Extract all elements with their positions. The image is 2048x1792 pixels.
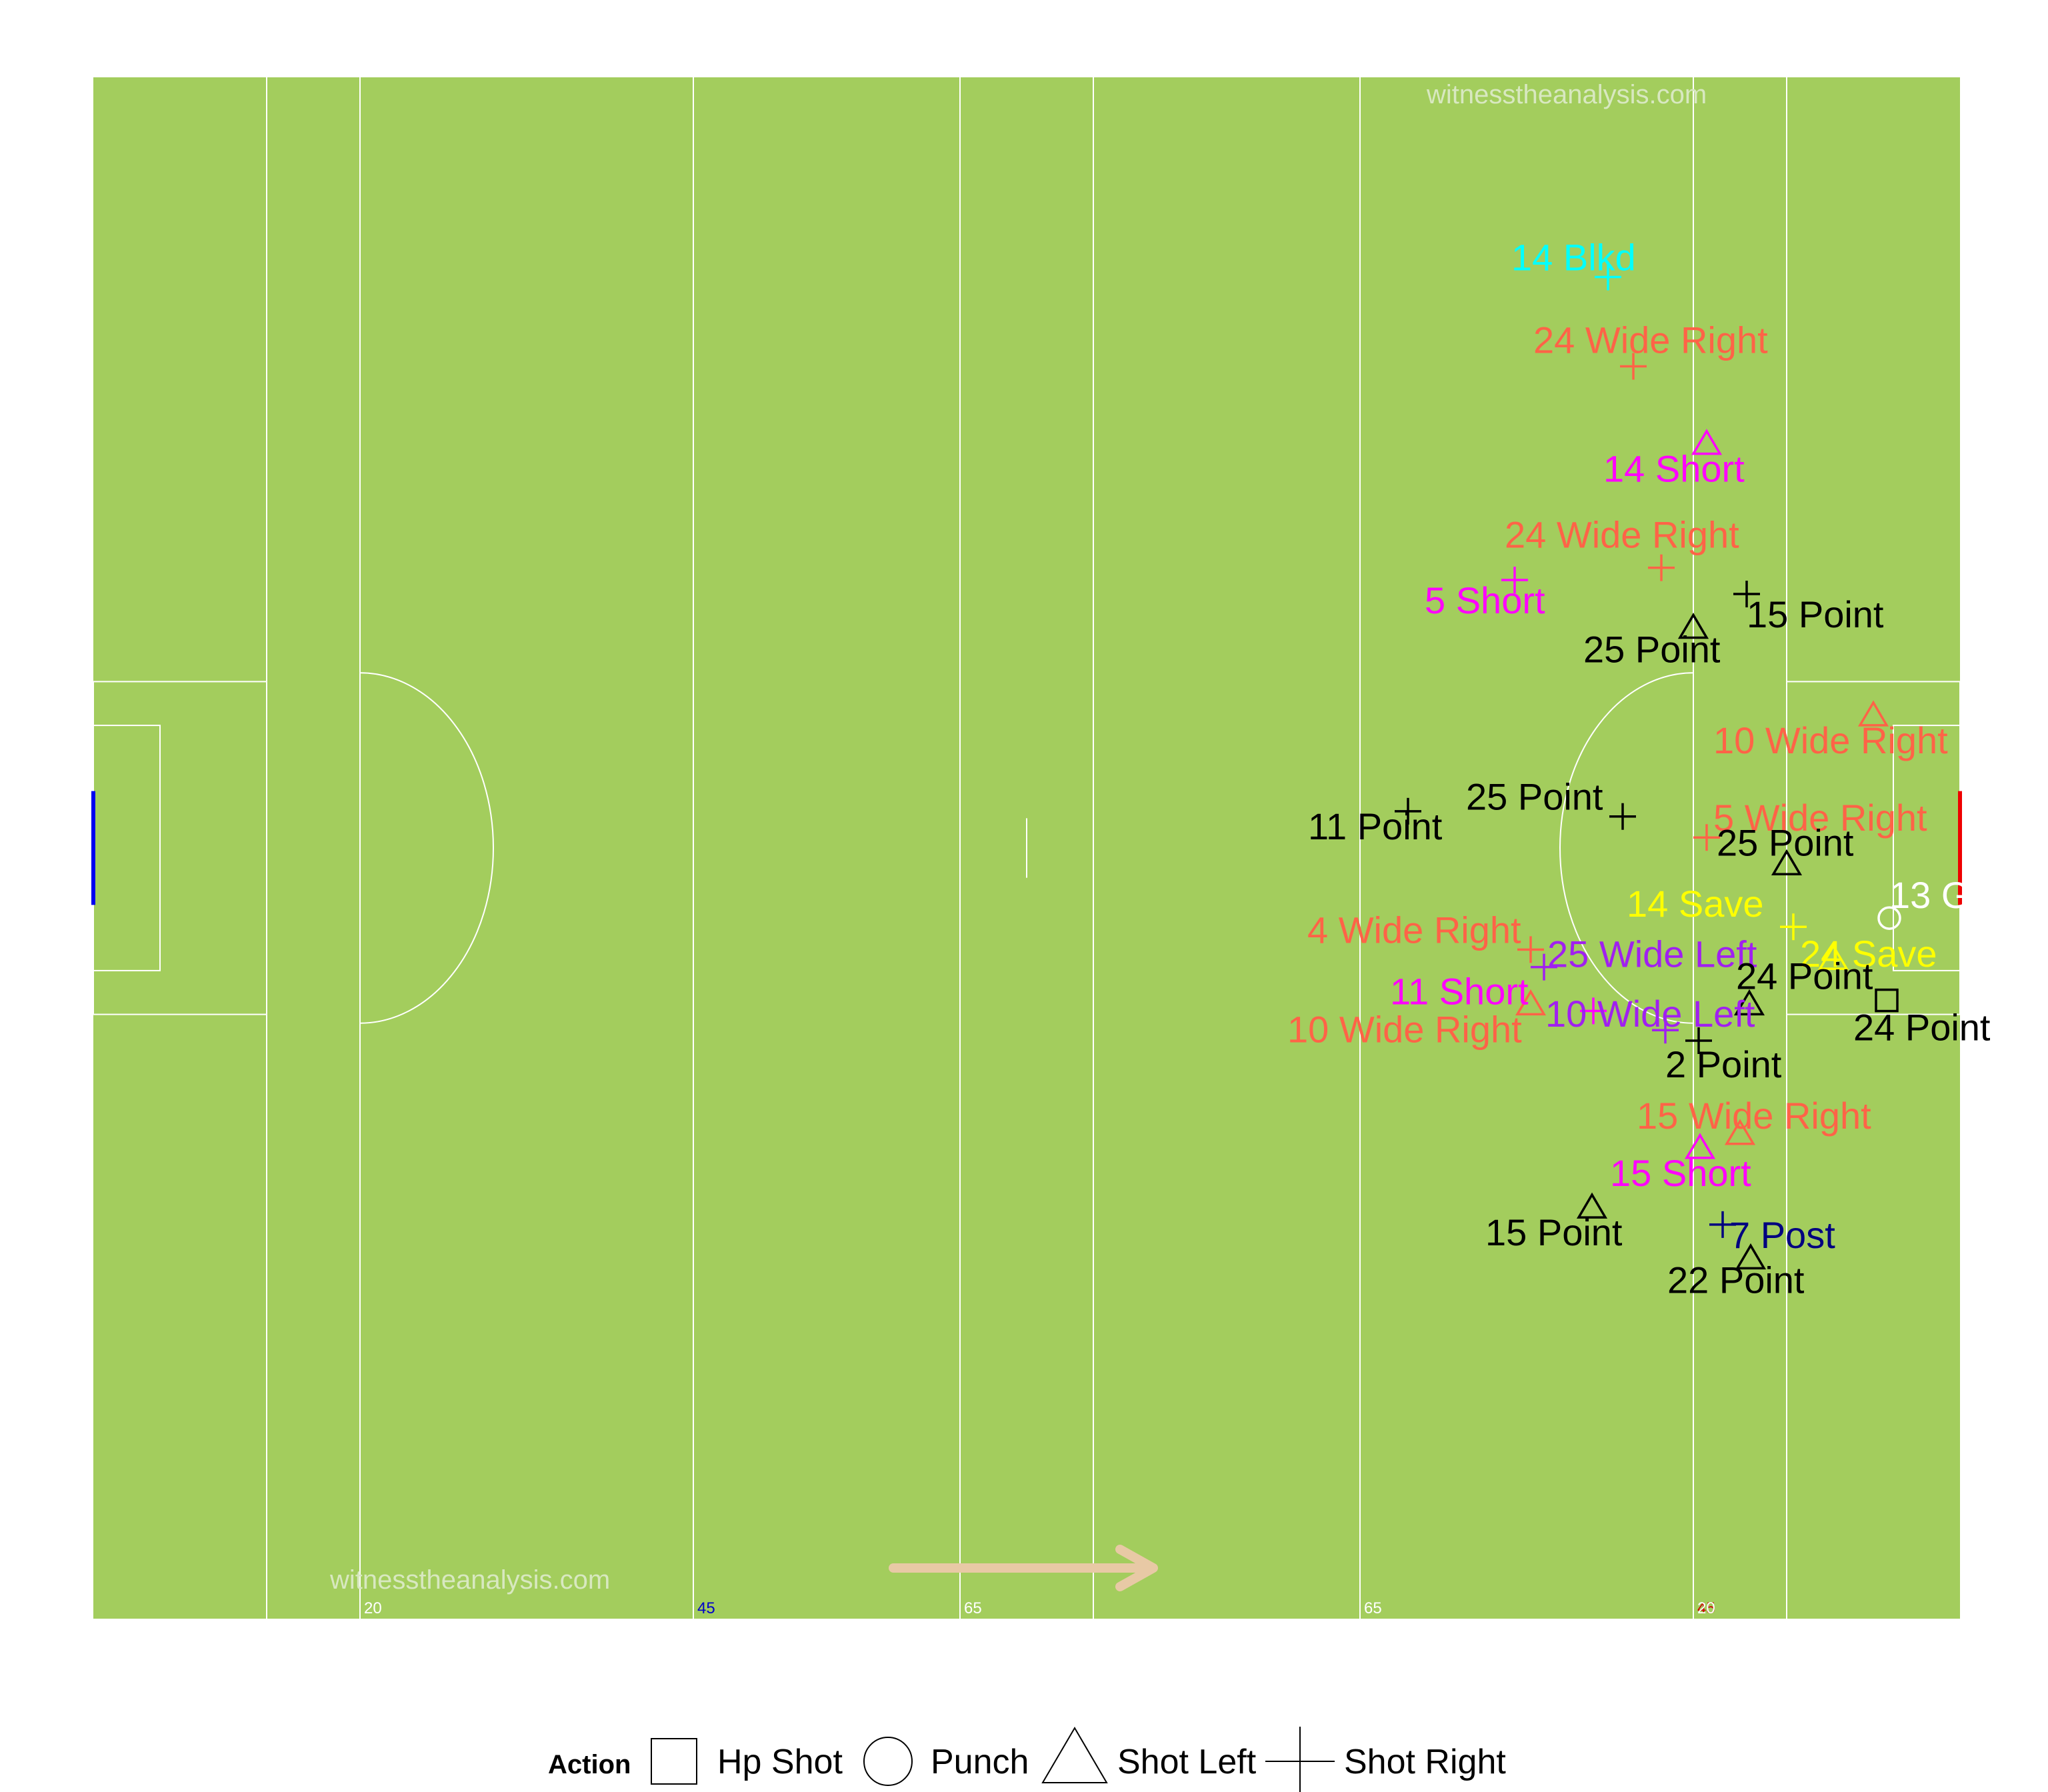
shot-label: 5 Wide Right: [1713, 797, 1927, 839]
shot-label: 5 Short: [1425, 579, 1545, 621]
legend-title: Action: [548, 1750, 631, 1779]
shot-label: 10 Wide Left: [1545, 993, 1755, 1035]
shot-marker-plus: [1531, 953, 1557, 981]
shot-label: 11 Short: [1390, 970, 1529, 1012]
shot-marker-triangle: [1515, 989, 1547, 1016]
shot-label: 4 Wide Right: [1307, 909, 1521, 951]
shot-label: 2 Point: [1665, 1043, 1782, 1085]
line-distance-label: 65: [1364, 1599, 1382, 1617]
shot-label: 25 Wide Left: [1547, 933, 1757, 975]
shot-label: 14 Short: [1603, 448, 1745, 490]
shot-label: 15 Point: [1485, 1211, 1623, 1253]
legend-key-triangle: [1041, 1727, 1108, 1783]
legend-key-plus: [1265, 1727, 1335, 1792]
shot-label: 10 Wide Right: [1713, 719, 1948, 761]
shot-marker-triangle: [1677, 613, 1709, 639]
shot-marker-plus: [1693, 824, 1720, 851]
line-distance-label: 45: [1697, 1599, 1715, 1617]
legend-key-square: [651, 1738, 697, 1785]
left-d-arc: [359, 672, 495, 1024]
shot-labels: 14 Blkd 24 Wide Right 14 Short 24 Wide Righ…: [1287, 237, 1991, 1301]
shot-marker-plus: [1648, 554, 1675, 581]
shot-marker-triangle: [1724, 1119, 1756, 1145]
shot-label: 13 G: [1889, 874, 1970, 916]
shot-label: 22 Point: [1667, 1259, 1805, 1301]
shot-marker-plus: [1709, 1211, 1736, 1238]
shot-label: 10 Wide Right: [1287, 1008, 1522, 1050]
shot-label: 11 Point: [1308, 805, 1443, 847]
line-distance-label: 20: [1697, 1599, 1715, 1617]
shot-marker-triangle: [1771, 849, 1803, 875]
shot-marker-triangle: [1735, 1243, 1767, 1270]
shot-label: 15 Point: [1747, 593, 1884, 635]
shot-marker-triangle: [1684, 1133, 1716, 1159]
direction-arrow-head: [1115, 1545, 1158, 1591]
line-distance-label: 65: [964, 1599, 982, 1617]
shot-marker-plus: [1395, 797, 1421, 825]
shot-marker-plus: [1580, 997, 1607, 1025]
shot-label: 14 Blkd: [1511, 237, 1636, 279]
legend: Action Hp Shot Punch Shot Left Shot Right: [548, 1727, 1506, 1792]
shot-label: 24 Wide Right: [1533, 319, 1768, 361]
shot-marker-triangle: [1857, 700, 1889, 727]
shot-label: 25 Point: [1583, 629, 1721, 671]
shot-marker-plus: [1517, 936, 1544, 963]
shot-marker-plus: [1652, 1017, 1679, 1044]
shot-marker-plus: [1780, 913, 1807, 941]
shot-label: 25 Point: [1717, 821, 1854, 863]
shot-label: 15 Wide Right: [1637, 1095, 1871, 1137]
line-distance-label: 45: [697, 1599, 715, 1617]
legend-label: Shot Right: [1344, 1743, 1506, 1781]
shot-label: 24 Wide Right: [1505, 514, 1739, 556]
legend-label: Punch: [931, 1743, 1029, 1781]
legend-key-circle: [863, 1737, 913, 1786]
shot-label: 24 Save: [1800, 933, 1937, 975]
shot-marker-square: [1875, 988, 1899, 1013]
shot-markers: [1395, 263, 1901, 1270]
shot-marker-triangle: [1733, 989, 1765, 1016]
shot-label: 7 Post: [1729, 1214, 1835, 1256]
watermark-top: witnesstheanalysis.com: [1426, 80, 1707, 109]
shot-marker-triangle: [1576, 1192, 1608, 1219]
shot-marker-plus: [1620, 353, 1647, 380]
shot-label: 25 Point: [1466, 776, 1603, 818]
shot-label: 15 Short: [1610, 1152, 1751, 1194]
shot-marker-plus: [1501, 567, 1528, 594]
shot-marker-plus: [1733, 581, 1760, 608]
shot-label: 24 Point: [1853, 1007, 1991, 1049]
shot-label: 24 Point: [1736, 955, 1873, 997]
shot-marker-plus: [1609, 803, 1636, 830]
shot-marker-plus: [1595, 263, 1621, 291]
watermark-bottom: witnesstheanalysis.com: [329, 1565, 610, 1595]
legend-label: Shot Left: [1117, 1743, 1257, 1781]
shot-marker-plus: [1685, 1027, 1712, 1054]
shot-marker-triangle: [1817, 943, 1849, 970]
shot-marker-triangle: [1691, 429, 1723, 455]
line-distance-label: 20: [364, 1599, 382, 1617]
legend-label: Hp Shot: [717, 1743, 843, 1781]
shot-marker-circle: [1877, 906, 1901, 930]
right-d-arc: [1559, 672, 1694, 1024]
shot-label: 14 Save: [1627, 883, 1764, 925]
